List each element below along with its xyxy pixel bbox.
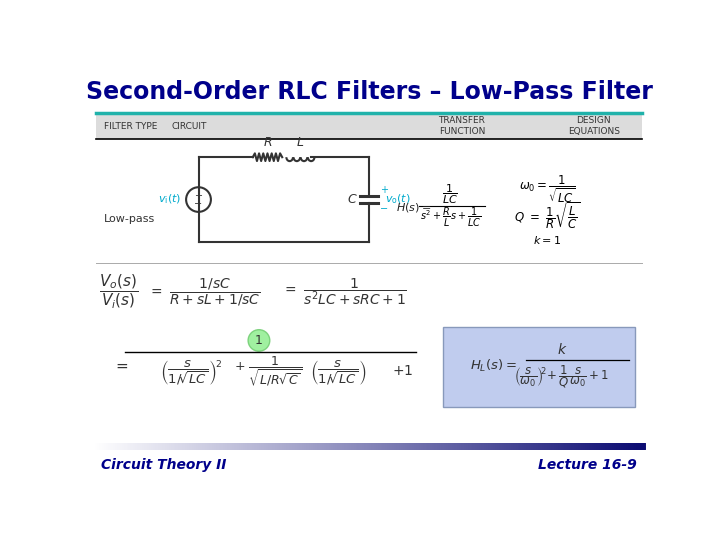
Text: −: − <box>380 204 388 214</box>
Text: $k$: $k$ <box>557 342 567 357</box>
Text: $\omega_0 = \dfrac{1}{\sqrt{LC}}$: $\omega_0 = \dfrac{1}{\sqrt{LC}}$ <box>519 174 575 205</box>
Text: +: + <box>380 185 388 195</box>
Text: $=$: $=$ <box>113 357 130 373</box>
Text: $s^2+\dfrac{R}{L}s+\dfrac{1}{LC}$: $s^2+\dfrac{R}{L}s+\dfrac{1}{LC}$ <box>420 206 481 229</box>
Text: 1: 1 <box>255 334 263 347</box>
Text: $v_{\rm i}(t)$: $v_{\rm i}(t)$ <box>158 193 181 206</box>
Text: $H_L(s) =$: $H_L(s) =$ <box>470 357 517 374</box>
Text: $+1$: $+1$ <box>392 364 413 378</box>
Text: $C$: $C$ <box>347 193 357 206</box>
Text: $k = 1$: $k = 1$ <box>534 234 562 246</box>
Text: $+\ \dfrac{1}{\sqrt{L/R\sqrt{C}}}$: $+\ \dfrac{1}{\sqrt{L/R\sqrt{C}}}$ <box>234 354 302 388</box>
Text: $Q\ =\ \dfrac{1}{R}\sqrt{\dfrac{L}{C}}$: $Q\ =\ \dfrac{1}{R}\sqrt{\dfrac{L}{C}}$ <box>514 200 580 231</box>
Text: $\left(\dfrac{s}{1/\!\sqrt{LC}}\right)$: $\left(\dfrac{s}{1/\!\sqrt{LC}}\right)$ <box>310 359 366 387</box>
Text: $\left(\dfrac{s}{\omega_0}\right)^{\!\!2}\!+\dfrac{1}{Q}\dfrac{s}{\omega_0}+1$: $\left(\dfrac{s}{\omega_0}\right)^{\!\!2… <box>515 363 609 390</box>
Text: $=\ \dfrac{1/sC}{R+sL+1/sC}$: $=\ \dfrac{1/sC}{R+sL+1/sC}$ <box>148 276 261 308</box>
Text: Circuit Theory II: Circuit Theory II <box>101 458 226 472</box>
Text: $\dfrac{1}{LC}$: $\dfrac{1}{LC}$ <box>442 183 459 206</box>
Text: $L$: $L$ <box>297 137 305 150</box>
Text: FILTER TYPE: FILTER TYPE <box>104 122 158 131</box>
Bar <box>96 113 642 139</box>
Text: $=\ \dfrac{1}{s^2LC+sRC+1}$: $=\ \dfrac{1}{s^2LC+sRC+1}$ <box>282 276 407 307</box>
Text: $\dfrac{V_o(s)}{V_i(s)}$: $\dfrac{V_o(s)}{V_i(s)}$ <box>99 273 138 311</box>
Text: $R$: $R$ <box>263 137 272 150</box>
Text: $v_{\rm o}(t)$: $v_{\rm o}(t)$ <box>385 193 411 206</box>
Text: $\left(\dfrac{s}{1/\!\sqrt{LC}}\right)^{\!2}$: $\left(\dfrac{s}{1/\!\sqrt{LC}}\right)^{… <box>160 359 222 387</box>
Text: −: − <box>194 199 202 209</box>
Circle shape <box>248 330 270 351</box>
Text: +: + <box>194 191 202 201</box>
Text: Low-pass: Low-pass <box>104 214 156 224</box>
Text: $H(s) =$: $H(s) =$ <box>396 201 431 214</box>
Text: Lecture 16-9: Lecture 16-9 <box>539 458 637 472</box>
Text: CIRCUIT: CIRCUIT <box>171 122 207 131</box>
Text: DESIGN
EQUATIONS: DESIGN EQUATIONS <box>568 116 620 136</box>
Text: Second-Order RLC Filters – Low-Pass Filter: Second-Order RLC Filters – Low-Pass Filt… <box>86 80 652 104</box>
Text: TRANSFER
FUNCTION: TRANSFER FUNCTION <box>438 116 485 136</box>
FancyBboxPatch shape <box>443 327 635 408</box>
